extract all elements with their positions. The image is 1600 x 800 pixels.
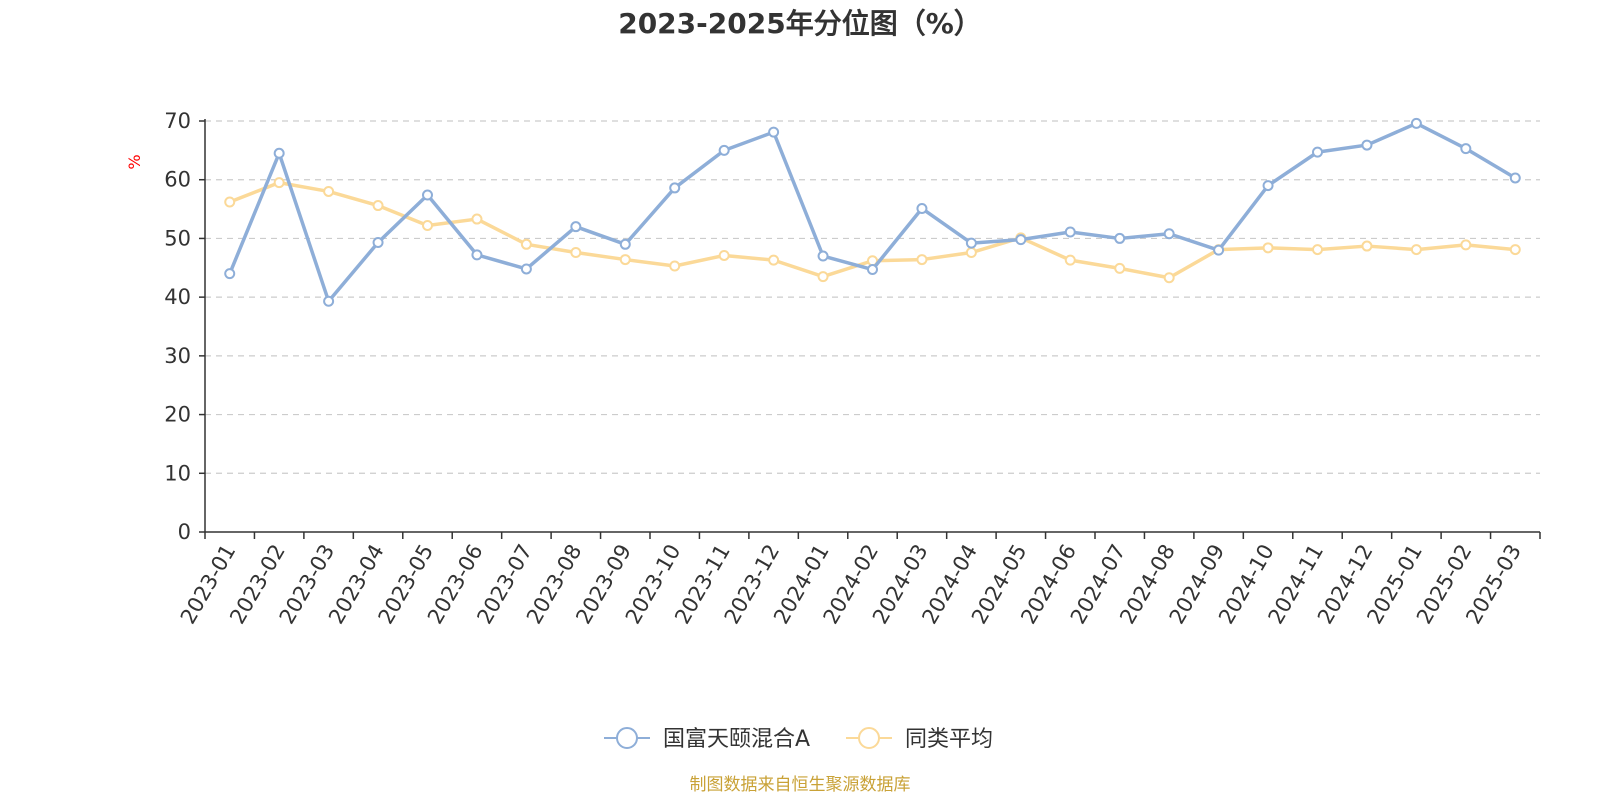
data-point[interactable] <box>224 196 236 208</box>
data-point[interactable] <box>422 220 433 232</box>
data-point[interactable] <box>323 185 335 197</box>
grid-lines <box>205 120 1540 474</box>
data-point[interactable] <box>520 263 532 275</box>
data-point[interactable] <box>1163 228 1175 240</box>
data-point[interactable] <box>1312 244 1323 256</box>
chart-title: 2023-2025年分位图（%） <box>618 7 982 40</box>
legend-item-series-1[interactable]: 国富天颐混合A <box>604 727 810 752</box>
data-point[interactable] <box>471 249 483 261</box>
data-point[interactable] <box>1312 146 1323 158</box>
y-tick-label: 30 <box>164 344 191 368</box>
y-tick-label: 60 <box>164 168 191 192</box>
data-point[interactable] <box>619 254 631 266</box>
data-point[interactable] <box>372 237 384 249</box>
y-axis-label: % <box>125 154 144 169</box>
x-axis: 2023-012023-022023-032023-042023-052023-… <box>176 531 1541 628</box>
series-1 <box>224 117 1521 307</box>
data-point[interactable] <box>1015 234 1027 246</box>
data-point[interactable] <box>1460 239 1472 251</box>
legend-item-series-2[interactable]: 同类平均 <box>846 727 993 752</box>
y-tick-label: 70 <box>164 109 191 133</box>
data-point[interactable] <box>1114 232 1126 244</box>
y-tick-label: 20 <box>164 403 191 427</box>
data-point[interactable] <box>817 271 829 283</box>
legend-label-series-1: 国富天颐混合A <box>663 727 810 752</box>
data-point[interactable] <box>619 238 631 250</box>
data-point[interactable] <box>570 247 582 259</box>
series-2 <box>224 177 1521 284</box>
data-point[interactable] <box>1509 244 1521 256</box>
data-point[interactable] <box>768 126 780 138</box>
data-point[interactable] <box>1361 139 1373 151</box>
data-point[interactable] <box>1064 226 1076 238</box>
data-point[interactable] <box>1262 180 1274 192</box>
data-point[interactable] <box>669 182 681 194</box>
data-point[interactable] <box>669 260 681 272</box>
data-point[interactable] <box>718 249 730 261</box>
data-point[interactable] <box>867 264 878 276</box>
data-point[interactable] <box>273 147 285 159</box>
data-point[interactable] <box>1213 244 1225 256</box>
data-point[interactable] <box>768 254 780 266</box>
data-point[interactable] <box>1064 254 1076 266</box>
data-point[interactable] <box>224 268 236 280</box>
data-point[interactable] <box>520 238 532 250</box>
legend-label-series-2: 同类平均 <box>905 727 993 752</box>
data-point[interactable] <box>1410 244 1422 256</box>
data-point[interactable] <box>965 237 977 249</box>
data-point[interactable] <box>273 177 285 189</box>
y-axis: 0 10 20 30 40 50 60 70 <box>164 109 206 544</box>
y-tick-label: 0 <box>178 520 191 544</box>
data-point[interactable] <box>471 213 483 225</box>
y-tick-label: 50 <box>164 226 191 250</box>
data-point[interactable] <box>718 144 730 156</box>
data-point[interactable] <box>916 202 928 214</box>
y-tick-label: 10 <box>164 461 191 485</box>
data-point[interactable] <box>323 295 335 307</box>
series-layer <box>224 117 1521 307</box>
data-point[interactable] <box>372 200 384 212</box>
data-point[interactable] <box>1262 242 1274 254</box>
data-point[interactable] <box>1460 143 1472 155</box>
y-tick-label: 40 <box>164 285 191 309</box>
data-point[interactable] <box>1509 172 1521 184</box>
source-note: 制图数据来自恒生聚源数据库 <box>690 775 911 795</box>
data-point[interactable] <box>1163 272 1175 284</box>
data-point[interactable] <box>1114 262 1126 274</box>
legend: 国富天颐混合A 同类平均 <box>604 727 993 752</box>
data-point[interactable] <box>1361 240 1373 252</box>
data-point[interactable] <box>570 221 582 233</box>
data-point[interactable] <box>817 250 829 262</box>
data-point[interactable] <box>965 247 977 259</box>
data-point[interactable] <box>916 254 928 266</box>
data-point[interactable] <box>1410 117 1422 129</box>
data-point[interactable] <box>422 189 433 201</box>
